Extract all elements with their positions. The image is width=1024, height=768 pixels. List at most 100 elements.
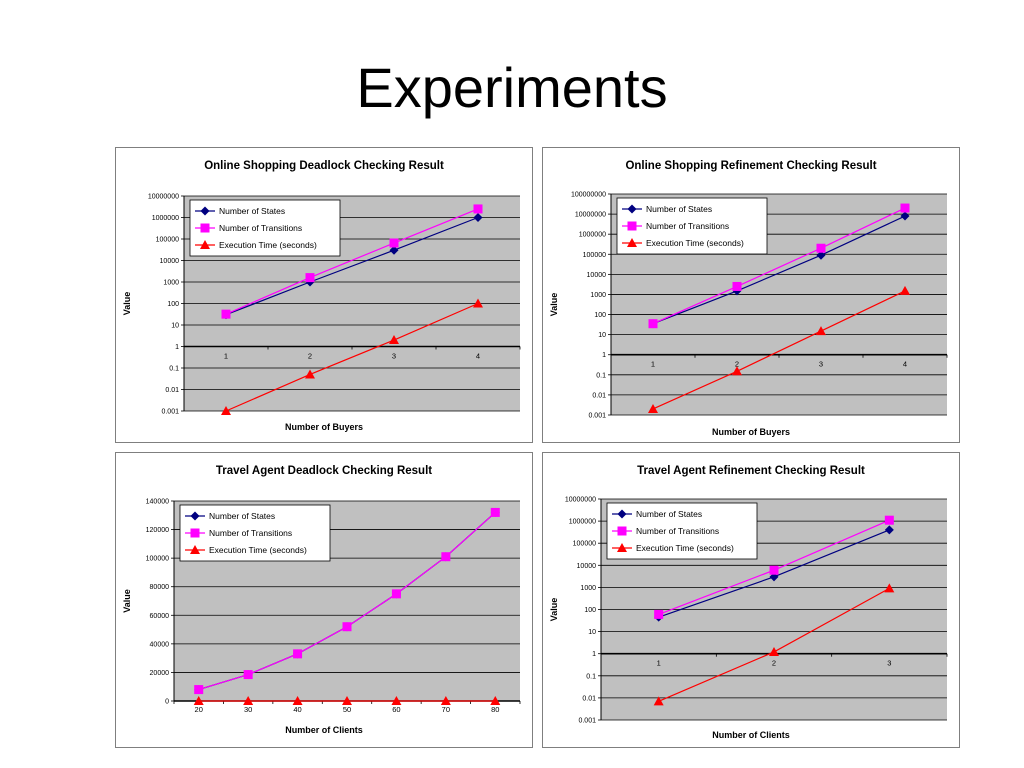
legend-label: Execution Time (seconds) xyxy=(636,543,734,553)
data-point-number-of-transitions xyxy=(648,319,658,329)
data-point-execution-time-seconds xyxy=(648,403,658,413)
legend-label: Execution Time (seconds) xyxy=(219,240,317,250)
x-tick-label: 3 xyxy=(887,659,891,668)
data-point-number-of-transitions xyxy=(342,622,352,632)
legend-marker xyxy=(190,528,200,538)
data-point-execution-time-seconds xyxy=(900,285,910,295)
legend-label: Number of Transitions xyxy=(219,223,302,233)
series-line-number-of-transitions xyxy=(225,208,479,315)
y-tick-label: 0 xyxy=(165,699,169,706)
y-tick-label: 0.01 xyxy=(165,387,179,394)
series-line-execution-time-seconds xyxy=(225,302,479,412)
y-tick-label: 0.01 xyxy=(582,695,596,702)
chart-online-shopping-refinement: Online Shopping Refinement Checking Resu… xyxy=(549,160,948,437)
y-tick-label: 10000 xyxy=(160,258,180,265)
y-tick-label: 60000 xyxy=(150,613,170,620)
chart-panel-travel-agent-deadlock: Travel Agent Deadlock Checking Result 140… xyxy=(115,452,533,748)
data-point-number-of-transitions xyxy=(293,649,303,659)
data-point-execution-time-seconds xyxy=(473,298,483,308)
x-tick-label: 40 xyxy=(293,705,301,714)
y-tick-label: 0.01 xyxy=(592,392,606,399)
data-point-execution-time-seconds xyxy=(243,696,254,705)
chart-title: Online Shopping Refinement Checking Resu… xyxy=(625,160,876,172)
series-line-execution-time-seconds xyxy=(652,290,906,410)
data-point-execution-time-seconds xyxy=(884,583,895,593)
y-tick-label: 0.1 xyxy=(169,366,179,373)
y-axis-title: Value xyxy=(549,293,559,317)
data-point-number-of-transitions xyxy=(305,273,315,283)
y-tick-label: 10000 xyxy=(577,563,597,570)
legend-label: Number of Transitions xyxy=(646,221,729,231)
x-tick-label: 20 xyxy=(195,705,203,714)
y-tick-label: 1 xyxy=(602,352,606,359)
legend-marker xyxy=(617,509,627,519)
y-tick-label: 80000 xyxy=(150,584,170,591)
y-tick-label: 20000 xyxy=(150,670,170,677)
y-axis-title: Value xyxy=(122,589,132,613)
y-tick-label: 100 xyxy=(594,312,606,319)
data-point-number-of-transitions xyxy=(732,281,742,291)
legend-marker xyxy=(200,223,210,233)
y-tick-label: 1000 xyxy=(580,585,596,592)
chart-panel-online-shopping-deadlock: Online Shopping Deadlock Checking Result… xyxy=(115,147,533,443)
data-point-number-of-states xyxy=(900,211,910,221)
data-point-execution-time-seconds xyxy=(292,696,303,705)
y-tick-label: 140000 xyxy=(146,499,169,506)
data-point-number-of-states xyxy=(769,572,779,582)
data-point-execution-time-seconds xyxy=(816,326,826,336)
data-point-number-of-transitions xyxy=(473,204,483,214)
y-tick-label: 1 xyxy=(175,344,179,351)
data-point-execution-time-seconds xyxy=(391,696,402,705)
legend-label: Number of States xyxy=(636,509,702,519)
data-point-number-of-transitions xyxy=(816,243,826,253)
legend-label: Number of States xyxy=(646,204,712,214)
x-tick-label: 60 xyxy=(392,705,400,714)
x-axis-title: Number of Clients xyxy=(712,730,790,740)
x-tick-label: 1 xyxy=(657,659,661,668)
y-tick-label: 10 xyxy=(598,332,606,339)
x-tick-label: 30 xyxy=(244,705,252,714)
x-tick-label: 4 xyxy=(903,360,907,369)
data-point-execution-time-seconds xyxy=(440,696,451,705)
data-point-execution-time-seconds xyxy=(305,369,315,379)
x-tick-label: 3 xyxy=(819,360,823,369)
chart-panel-online-shopping-refinement: Online Shopping Refinement Checking Resu… xyxy=(542,147,960,443)
y-tick-label: 1000 xyxy=(163,280,179,287)
x-tick-label: 70 xyxy=(442,705,450,714)
y-tick-label: 100000000 xyxy=(571,192,606,199)
chart-title: Travel Agent Deadlock Checking Result xyxy=(216,465,432,477)
y-tick-label: 100 xyxy=(167,301,179,308)
data-point-number-of-transitions xyxy=(769,565,779,575)
legend-marker xyxy=(617,526,627,536)
chart-online-shopping-deadlock: Online Shopping Deadlock Checking Result… xyxy=(122,160,521,432)
legend-marker xyxy=(627,238,637,247)
x-axis-title: Number of Buyers xyxy=(712,427,790,437)
legend-label: Execution Time (seconds) xyxy=(646,238,744,248)
data-point-number-of-transitions xyxy=(490,507,500,517)
x-tick-label: 50 xyxy=(343,705,351,714)
y-tick-label: 100 xyxy=(584,607,596,614)
data-point-execution-time-seconds xyxy=(653,696,664,706)
data-point-number-of-transitions xyxy=(194,685,204,695)
y-tick-label: 10 xyxy=(588,629,596,636)
series-line-number-of-states xyxy=(652,215,906,325)
data-point-number-of-transitions xyxy=(389,238,399,248)
y-tick-label: 1 xyxy=(592,651,596,658)
x-tick-label: 3 xyxy=(392,352,396,361)
x-tick-label: 4 xyxy=(476,352,480,361)
x-tick-label: 80 xyxy=(491,705,499,714)
data-point-number-of-states xyxy=(884,525,894,535)
data-point-number-of-states xyxy=(473,213,483,222)
data-point-number-of-transitions xyxy=(221,309,231,319)
chart-title: Online Shopping Deadlock Checking Result xyxy=(204,160,444,172)
data-point-execution-time-seconds xyxy=(342,696,352,705)
chart-travel-agent-refinement: Travel Agent Refinement Checking Result 1… xyxy=(549,465,948,740)
series-line-number-of-states xyxy=(225,216,479,316)
legend-marker xyxy=(627,204,637,214)
legend-marker xyxy=(200,206,210,216)
chart-travel-agent-deadlock: Travel Agent Deadlock Checking Result 140… xyxy=(122,465,521,735)
data-point-number-of-transitions xyxy=(441,552,451,562)
y-tick-label: 40000 xyxy=(150,641,170,648)
y-tick-label: 100000 xyxy=(583,252,606,259)
series-line-number-of-transitions xyxy=(652,207,906,325)
